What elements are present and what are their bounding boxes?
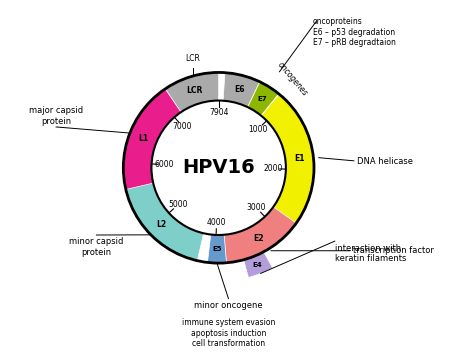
Text: minor capsid
protein: minor capsid protein (69, 238, 124, 257)
Text: 3000: 3000 (246, 203, 266, 212)
Text: E4: E4 (253, 262, 262, 268)
Text: LCR: LCR (185, 54, 201, 63)
Text: E5: E5 (212, 246, 222, 252)
Polygon shape (123, 89, 181, 189)
Text: E2: E2 (254, 234, 264, 243)
Polygon shape (244, 252, 273, 278)
Text: oncoproteins
E6 – p53 degradation
E7 – pRB degradtaion: oncoproteins E6 – p53 degradation E7 – p… (313, 17, 396, 47)
Text: interaction with
keratin filaments: interaction with keratin filaments (335, 244, 406, 263)
Text: minor oncogene: minor oncogene (194, 301, 263, 310)
Text: major capsid
protein: major capsid protein (29, 106, 83, 126)
Polygon shape (126, 182, 204, 261)
Text: 4000: 4000 (207, 218, 226, 227)
Text: oncogenes: oncogenes (276, 60, 310, 98)
Text: 2000: 2000 (264, 164, 283, 173)
Polygon shape (248, 82, 279, 116)
Text: 5000: 5000 (168, 200, 188, 209)
Text: L2: L2 (156, 220, 166, 229)
Circle shape (152, 100, 286, 235)
Polygon shape (224, 207, 296, 263)
Text: E6: E6 (234, 85, 245, 94)
Text: 7000: 7000 (173, 122, 192, 131)
Polygon shape (223, 73, 260, 107)
Text: 7904: 7904 (209, 108, 228, 117)
Text: HPV16: HPV16 (182, 158, 255, 177)
Text: immune system evasion
apoptosis induction
cell transformation: immune system evasion apoptosis inductio… (182, 318, 275, 348)
Text: DNA helicase: DNA helicase (357, 157, 413, 166)
Polygon shape (165, 72, 219, 112)
Text: 6000: 6000 (154, 160, 173, 169)
Polygon shape (261, 94, 314, 227)
Text: 1000: 1000 (248, 125, 268, 134)
Text: E7: E7 (257, 96, 267, 102)
Polygon shape (208, 234, 227, 263)
Text: transcription factor: transcription factor (353, 246, 434, 255)
Text: LCR: LCR (187, 86, 203, 95)
Text: E1: E1 (294, 154, 305, 163)
Text: L1: L1 (138, 134, 148, 143)
